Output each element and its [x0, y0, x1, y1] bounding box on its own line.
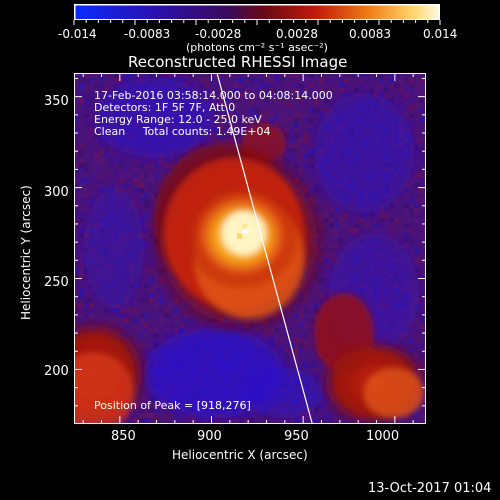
y-tick-label: 250: [44, 275, 69, 290]
colorbar-tick: 0.0028: [276, 27, 318, 41]
colorbar-tick: -0.0028: [195, 27, 242, 41]
x-tick-label: 950: [284, 429, 309, 444]
info-detectors: Detectors: 1F 5F 7F, Att 0: [94, 101, 236, 114]
plot-frame: [74, 73, 426, 424]
colorbar-tick: 0.014: [423, 27, 458, 41]
x-axis-label: Heliocentric X (arcsec): [172, 448, 308, 462]
x-tick-label: 850: [111, 429, 136, 444]
colorbar: [74, 4, 440, 20]
rhessi-image: [74, 73, 426, 424]
info-energy-range: Energy Range: 12.0 - 25.0 keV: [94, 113, 262, 126]
x-tick-label: 900: [197, 429, 222, 444]
footer-date: 13-Oct-2017 01:04: [368, 481, 492, 496]
x-tick-label: 1000: [366, 429, 400, 444]
colorbar-tick: 0.0083: [349, 27, 391, 41]
solar-limb-line: [216, 73, 313, 424]
y-tick-label: 200: [44, 364, 69, 379]
y-axis-label: Heliocentric Y (arcsec): [19, 185, 33, 320]
colorbar-tick: -0.014: [58, 27, 97, 41]
info-time-range: 17-Feb-2016 03:58:14.000 to 04:08:14.000: [94, 89, 333, 102]
plot-title: Reconstructed RHESSI Image: [128, 53, 348, 71]
colorbar-unit-label: (photons cm⁻² s⁻¹ asec⁻²): [186, 41, 328, 54]
y-tick-label: 350: [44, 94, 69, 109]
info-clean-counts: Clean Total counts: 1.49E+04: [94, 125, 271, 138]
colorbar-tick: -0.0083: [124, 27, 171, 41]
peak-position-label: Position of Peak = [918,276]: [94, 399, 251, 412]
y-tick-label: 300: [44, 185, 69, 200]
